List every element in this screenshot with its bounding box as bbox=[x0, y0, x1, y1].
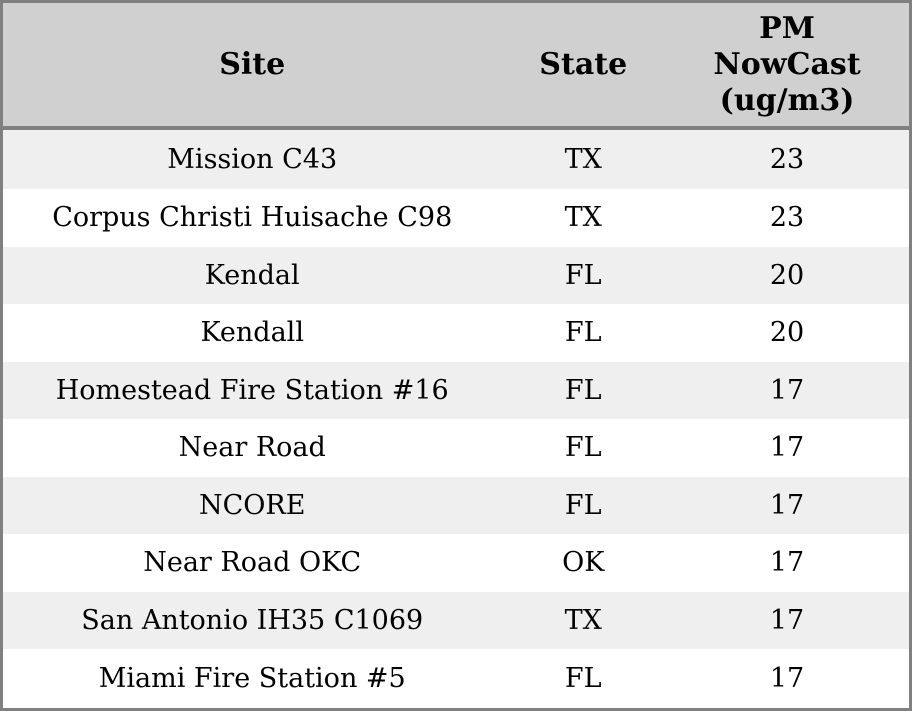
pm-value-cell: 17 bbox=[769, 663, 805, 695]
state-cell: TX bbox=[564, 604, 602, 636]
pm-value-cell: 17 bbox=[769, 489, 805, 521]
site-cell: Corpus Christi Huisache C98 bbox=[52, 202, 453, 234]
state-cell: FL bbox=[564, 374, 602, 406]
pm-value-cell: 23 bbox=[769, 144, 805, 176]
table-row: Miami Fire Station #5 FL 17 bbox=[1, 649, 911, 710]
site-cell: NCORE bbox=[198, 489, 306, 521]
table-row: Homestead Fire Station #16 FL 17 bbox=[1, 361, 911, 420]
pm-value-cell: 20 bbox=[769, 259, 805, 291]
state-cell: FL bbox=[564, 489, 602, 521]
pm-value-cell: 23 bbox=[769, 202, 805, 234]
state-cell: FL bbox=[564, 259, 602, 291]
state-cell: FL bbox=[564, 663, 602, 695]
state-cell: TX bbox=[564, 144, 602, 176]
table-row: San Antonio IH35 C1069 TX 17 bbox=[1, 591, 911, 650]
pm-value-cell: 17 bbox=[769, 374, 805, 406]
column-header-pm-nowcast: PM NowCast (ug/m3) bbox=[665, 1, 911, 130]
site-cell: Kendal bbox=[204, 259, 300, 291]
table-row: Near Road FL 17 bbox=[1, 419, 911, 477]
table-header: Site State PM NowCast (ug/m3) bbox=[1, 1, 911, 130]
pm-header-line-2: NowCast bbox=[713, 46, 861, 82]
column-header-state: State bbox=[501, 1, 666, 130]
table-row: NCORE FL 17 bbox=[1, 476, 911, 535]
state-cell: FL bbox=[564, 317, 602, 349]
state-cell: OK bbox=[562, 547, 605, 579]
pm-value-cell: 17 bbox=[769, 604, 805, 636]
table-row: Mission C43 TX 23 bbox=[1, 128, 911, 190]
site-cell: Near Road OKC bbox=[143, 547, 362, 579]
site-cell: Mission C43 bbox=[167, 144, 338, 176]
table-body: Mission C43 TX 23 Corpus Christi Huisach… bbox=[1, 128, 911, 710]
pm-header-line-1: PM bbox=[759, 10, 815, 46]
table-row: Kendal FL 20 bbox=[1, 246, 911, 305]
table-row: Corpus Christi Huisache C98 TX 23 bbox=[1, 189, 911, 247]
site-cell: Miami Fire Station #5 bbox=[98, 663, 406, 695]
state-cell: FL bbox=[564, 432, 602, 464]
site-cell: Kendall bbox=[200, 317, 304, 349]
site-cell: Homestead Fire Station #16 bbox=[55, 374, 449, 406]
pm-value-cell: 20 bbox=[769, 317, 805, 349]
site-cell: Near Road bbox=[178, 432, 326, 464]
pm-header-line-3: (ug/m3) bbox=[719, 82, 855, 118]
pm-value-cell: 17 bbox=[769, 547, 805, 579]
table-row: Near Road OKC OK 17 bbox=[1, 534, 911, 592]
table-row: Kendall FL 20 bbox=[1, 304, 911, 362]
pm-value-cell: 17 bbox=[769, 432, 805, 464]
site-cell: San Antonio IH35 C1069 bbox=[81, 604, 424, 636]
header-row: Site State PM NowCast (ug/m3) bbox=[1, 1, 911, 130]
column-header-site: Site bbox=[1, 1, 502, 130]
state-cell: TX bbox=[564, 202, 602, 234]
